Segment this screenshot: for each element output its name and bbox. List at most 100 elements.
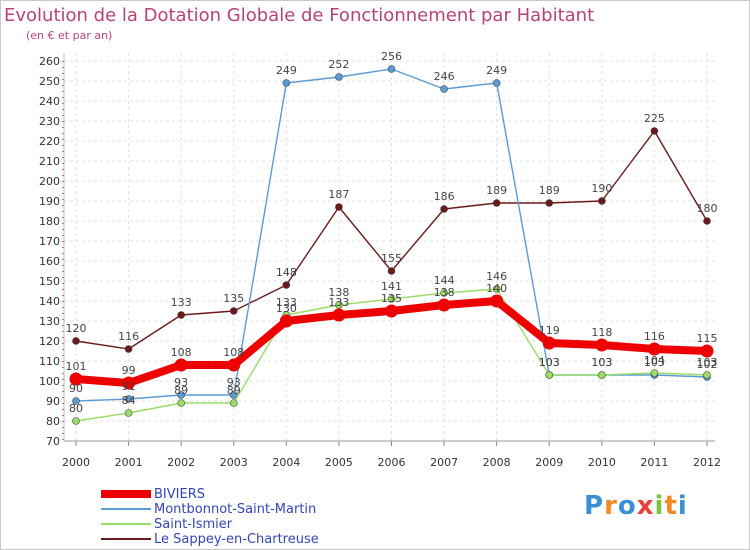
data-point — [598, 371, 606, 379]
data-point — [492, 199, 501, 207]
data-label: 89 — [227, 384, 241, 397]
data-point — [703, 217, 711, 225]
data-label: 116 — [644, 330, 665, 343]
data-label: 138 — [328, 286, 349, 299]
data-label: 135 — [223, 292, 244, 305]
data-label: 133 — [171, 296, 192, 309]
data-label: 190 — [591, 182, 612, 195]
data-label: 103 — [697, 356, 718, 369]
chart-subtitle: (en € et par an) — [26, 29, 113, 42]
x-tick-label: 2000 — [62, 456, 90, 469]
data-point — [650, 369, 659, 377]
data-point — [437, 298, 451, 312]
data-point — [545, 199, 554, 207]
legend-label: Saint-Ismier — [154, 517, 233, 532]
data-label: 103 — [539, 356, 560, 369]
y-tick-label: 140 — [39, 295, 60, 308]
data-label: 249 — [486, 64, 507, 77]
x-tick-label: 2003 — [220, 456, 248, 469]
legend-label: BIVIERS — [154, 487, 205, 502]
data-label: 93 — [174, 376, 188, 389]
data-label: 93 — [227, 376, 241, 389]
x-tick-label: 2001 — [115, 456, 143, 469]
data-label: 180 — [697, 202, 718, 215]
data-point — [492, 285, 501, 293]
data-label: 146 — [486, 270, 507, 283]
data-label: 186 — [434, 190, 455, 203]
data-point — [174, 358, 188, 372]
y-tick-label: 130 — [39, 315, 60, 328]
data-point — [332, 308, 346, 322]
data-point — [69, 372, 83, 386]
legend-swatch — [101, 523, 151, 525]
data-label: 118 — [591, 326, 612, 339]
data-point — [595, 338, 609, 352]
y-tick-label: 250 — [39, 75, 60, 88]
data-point — [177, 399, 185, 407]
data-label: 252 — [328, 58, 349, 71]
data-label: 140 — [486, 282, 507, 295]
gridlines — [64, 53, 715, 442]
data-point — [72, 417, 80, 425]
data-label: 130 — [276, 302, 297, 315]
x-tick-label: 2008 — [483, 456, 511, 469]
series-lines — [69, 65, 714, 425]
data-label: 189 — [539, 184, 560, 197]
data-label: 144 — [434, 274, 455, 287]
x-tick-label: 2002 — [167, 456, 195, 469]
data-point — [227, 358, 241, 372]
x-tick-label: 2007 — [430, 456, 458, 469]
y-tick-label: 80 — [46, 415, 60, 428]
data-point — [122, 376, 136, 390]
y-tick-label: 190 — [39, 195, 60, 208]
x-tick-label: 2004 — [272, 456, 300, 469]
data-point — [387, 295, 396, 303]
data-point — [542, 336, 556, 350]
y-tick-label: 120 — [39, 335, 60, 348]
legend-swatch — [101, 508, 151, 510]
x-tick-label: 2011 — [640, 456, 668, 469]
data-label: 90 — [69, 382, 83, 395]
data-point — [335, 73, 343, 81]
y-tick-label: 160 — [39, 255, 60, 268]
data-point — [700, 344, 714, 358]
data-point — [124, 345, 133, 353]
data-label: 120 — [66, 322, 87, 335]
data-label: 84 — [122, 394, 136, 407]
proxiti-logo: Proxiti — [584, 491, 688, 521]
data-point — [124, 395, 133, 403]
y-tick-label: 110 — [39, 355, 60, 368]
data-label: 103 — [539, 356, 560, 369]
x-tick-label: 2006 — [378, 456, 406, 469]
data-point — [335, 203, 343, 211]
data-point — [440, 85, 448, 93]
data-label: 148 — [276, 266, 297, 279]
data-label: 99 — [122, 364, 136, 377]
data-point — [72, 337, 80, 345]
data-point — [440, 205, 448, 213]
x-tick-label: 2012 — [693, 456, 721, 469]
y-tick-label: 260 — [39, 55, 60, 68]
data-point — [598, 197, 606, 205]
y-tick-label: 210 — [39, 155, 60, 168]
data-label: 89 — [174, 384, 188, 397]
y-tick-label: 230 — [39, 115, 60, 128]
data-label: 133 — [276, 296, 297, 309]
data-point — [387, 267, 396, 275]
data-label: 187 — [328, 188, 349, 201]
data-label: 91 — [122, 380, 136, 393]
data-label: 102 — [697, 358, 718, 371]
data-label: 138 — [434, 286, 455, 299]
data-point — [282, 79, 291, 87]
data-label: 256 — [381, 50, 402, 63]
y-tick-label: 200 — [39, 175, 60, 188]
y-tick-label: 150 — [39, 275, 60, 288]
data-label: 249 — [276, 64, 297, 77]
data-point — [650, 127, 659, 135]
y-tick-label: 180 — [39, 215, 60, 228]
data-point — [545, 371, 554, 379]
data-label: 80 — [69, 402, 83, 415]
y-tick-label: 240 — [39, 95, 60, 108]
data-point — [492, 79, 501, 87]
